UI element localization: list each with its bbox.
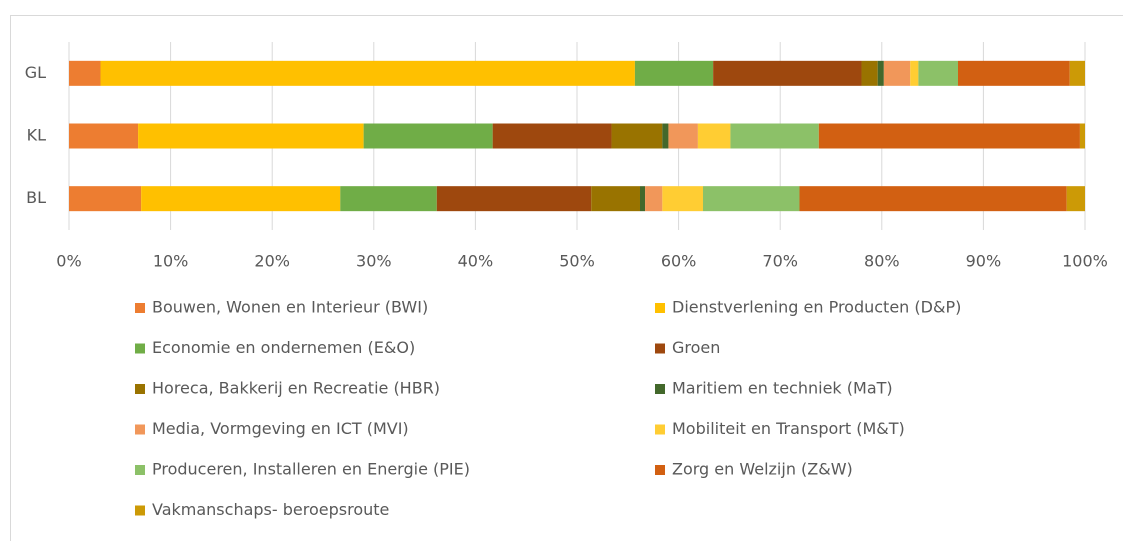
bar-segment [492, 123, 612, 149]
x-tick-label: 90% [966, 252, 1002, 271]
bar-segment [611, 123, 663, 149]
bar-segment [883, 60, 911, 86]
bar-segment [639, 186, 646, 212]
bar-segment [69, 60, 101, 86]
legend-label: Groen [672, 338, 720, 357]
bar-segment [436, 186, 592, 212]
bar-segment [910, 60, 919, 86]
bar-segment [591, 186, 640, 212]
x-tick-label: 0% [56, 252, 81, 271]
bar-segment [818, 123, 1080, 149]
bar-segment [958, 60, 1070, 86]
x-tick-label: 60% [661, 252, 697, 271]
bar-segment [668, 123, 698, 149]
legend-swatch [655, 343, 665, 354]
bar-segment [645, 186, 663, 212]
bar-segment [799, 186, 1067, 212]
legend-swatch [135, 424, 145, 435]
legend-swatch [655, 384, 665, 394]
bar-segment [1079, 123, 1085, 149]
legend-label: Economie en ondernemen (E&O) [152, 338, 415, 357]
bar-segment [1066, 186, 1085, 212]
x-tick-label: 100% [1062, 252, 1108, 271]
legend-label: Media, Vormgeving en ICT (MVI) [152, 419, 409, 438]
bar-segment [340, 186, 437, 212]
bar-segment [662, 186, 703, 212]
y-tick-label: BL [26, 188, 46, 207]
chart-border [10, 15, 1123, 541]
legend-label: Horeca, Bakkerij en Recreatie (HBR) [152, 379, 440, 398]
legend-swatch [135, 505, 145, 516]
legend-swatch [655, 465, 665, 475]
y-tick-label: GL [25, 63, 46, 82]
bar-segment [697, 123, 731, 149]
legend-label: Bouwen, Wonen en Interieur (BWI) [152, 298, 428, 317]
legend-label: Maritiem en techniek (MaT) [672, 379, 893, 398]
legend-label: Vakmanschaps- beroepsroute [152, 500, 389, 519]
x-tick-label: 50% [559, 252, 595, 271]
bar-segment [1069, 60, 1085, 86]
bar-segment [141, 186, 341, 212]
legend-label: Zorg en Welzijn (Z&W) [672, 460, 853, 479]
x-tick-label: 80% [864, 252, 900, 271]
bar-segment [861, 60, 878, 86]
x-tick-label: 40% [458, 252, 494, 271]
bar-segment [702, 186, 800, 212]
bar-segment [877, 60, 884, 86]
bar-segment [662, 123, 669, 149]
legend-label: Mobiliteit en Transport (M&T) [672, 419, 905, 438]
bar-segment [730, 123, 819, 149]
bar-segment [918, 60, 958, 86]
legend-swatch [655, 303, 665, 313]
legend-swatch [135, 303, 145, 313]
bar-segment [69, 186, 142, 212]
x-tick-label: 20% [254, 252, 290, 271]
x-tick-label: 30% [356, 252, 392, 271]
legend-swatch [135, 465, 145, 475]
bar-segment [634, 60, 714, 86]
bar-segment [363, 123, 493, 149]
bar-segment [138, 123, 364, 149]
legend-label: Produceren, Installeren en Energie (PIE) [152, 460, 470, 479]
bar-segment [100, 60, 635, 86]
y-tick-label: KL [27, 126, 46, 145]
legend-swatch [135, 343, 145, 354]
legend-swatch [655, 424, 665, 435]
bar-segment [69, 123, 139, 149]
x-tick-label: 10% [153, 252, 189, 271]
legend-label: Dienstverlening en Producten (D&P) [672, 298, 961, 317]
legend-swatch [135, 384, 145, 394]
x-tick-label: 70% [762, 252, 798, 271]
bar-segment [713, 60, 862, 86]
